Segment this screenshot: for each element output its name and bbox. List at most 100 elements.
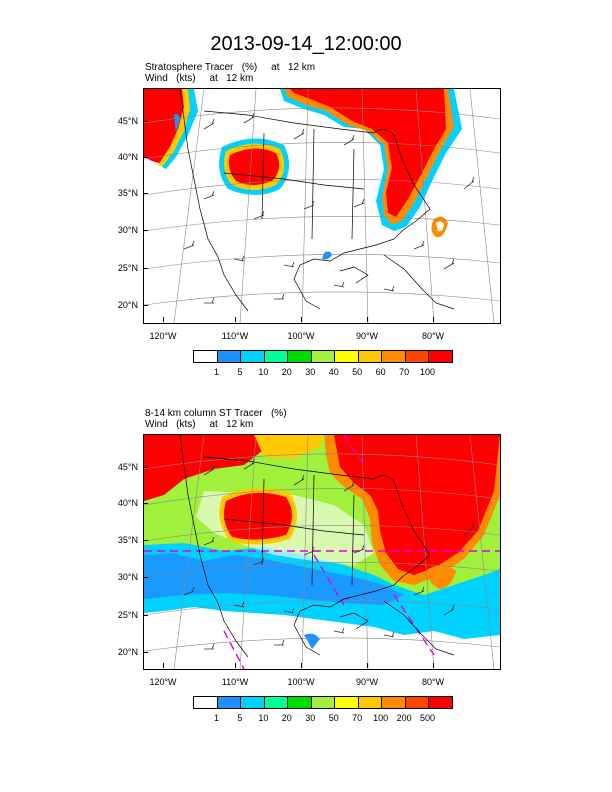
tick [143,652,148,653]
top-colorbar [193,350,453,363]
figure-title: 2013-09-14_12:00:00 [210,33,402,55]
tracer-spot-gulf [304,633,320,649]
coastlines [179,435,455,658]
top-colorbar-label: 70 [399,367,410,377]
bottom-colorbar-box [335,697,359,708]
top-map-svg [144,89,500,323]
bottom-colorbar-box [217,697,242,708]
tick [143,121,148,122]
tracer-field-blue [144,553,404,605]
tick [143,230,148,231]
tick [143,577,148,578]
bottom-lon-label-100: 100°W [287,677,315,687]
bottom-colorbar-label: 50 [328,713,339,723]
bottom-colorbar-box [405,697,430,708]
bottom-colorbar [193,696,453,709]
top-lon-label-110: 110°W [221,331,249,341]
bottom-lat-label-30: 30°N [117,572,138,582]
tick [143,193,148,194]
top-colorbar-box [405,351,430,362]
tracer-blob-core [228,148,280,185]
top-colorbar-label: 1 [213,367,219,377]
tracer-core-ne [290,89,446,217]
top-lat-label-20: 20°N [117,300,138,310]
bottom-colorbar-label: 500 [420,713,436,723]
top-lon-label-120: 120°W [149,331,177,341]
tick [301,317,302,322]
top-colorbar-label: 20 [281,367,292,377]
tick [301,663,302,668]
graticule [144,89,500,323]
top-lon-label-90: 90°W [355,331,379,341]
bottom-colorbar-label: 5 [237,713,243,723]
bottom-colorbar-box [194,697,218,708]
graticule [144,435,500,669]
top-colorbar-box [335,351,359,362]
bottom-colorbar-box [382,697,406,708]
tick [367,317,368,322]
tick [143,540,148,541]
top-panel-title: Stratosphere Tracer (%) at 12 km [145,62,316,73]
top-lat-label-40: 40°N [117,152,138,162]
top-colorbar-label: 50 [352,367,363,377]
top-colorbar-box [241,351,265,362]
dashed-lines [144,435,500,669]
top-colorbar-box [194,351,218,362]
bottom-map [143,434,501,670]
tracer-blob-core [224,492,292,540]
bottom-lat-label-25: 25°N [117,610,138,620]
bottom-colorbar-label: 200 [396,713,412,723]
wind-barbs [183,112,475,304]
tick [235,317,236,322]
top-colorbar-box [264,351,289,362]
bottom-colorbar-label: 100 [373,713,389,723]
bottom-colorbar-label: 1 [213,713,219,723]
wind-barbs [183,458,475,650]
coastlines [179,89,455,312]
bottom-colorbar-label: 30 [305,713,316,723]
bottom-lat-label-45: 45°N [117,462,138,472]
bottom-lon-label-120: 120°W [149,677,177,687]
tick [143,467,148,468]
bottom-colorbar-box [288,697,312,708]
bottom-colorbar-label: 70 [352,713,363,723]
bottom-colorbar-box [241,697,265,708]
tick [143,615,148,616]
top-colorbar-box [288,351,312,362]
top-lat-label-30: 30°N [117,225,138,235]
tracer-region-nw [144,89,186,164]
tick [163,663,164,668]
tick [143,157,148,158]
tick [143,503,148,504]
tracer-outer-nw [162,89,198,169]
bottom-lat-label-20: 20°N [117,647,138,657]
top-colorbar-box [311,351,336,362]
top-map [143,88,501,324]
bottom-colorbar-label: 20 [281,713,292,723]
bottom-panel-title: 8-14 km column ST Tracer (%) [145,408,287,419]
top-lon-label-80: 80°W [421,331,445,341]
tracer-spot-gulf [322,251,332,260]
bottom-lon-label-80: 80°W [421,677,445,687]
bottom-lon-label-110: 110°W [221,677,249,687]
bottom-colorbar-label: 10 [258,713,269,723]
tick [433,317,434,322]
top-colorbar-box [382,351,406,362]
tick [235,663,236,668]
top-lat-label-45: 45°N [117,116,138,126]
top-colorbar-box [358,351,383,362]
bottom-lat-label-35: 35°N [117,535,138,545]
tracer-core-nw [144,435,262,501]
bottom-colorbar-box [358,697,383,708]
tracer-edge-nw [158,89,192,167]
top-lat-label-25: 25°N [117,263,138,273]
tick [143,305,148,306]
top-colorbar-label: 100 [420,367,436,377]
top-colorbar-box [217,351,242,362]
bottom-map-svg [144,435,500,669]
top-panel-subtitle: Wind (kts) at 12 km [145,73,254,84]
tracer-spot-atlantic [427,565,456,589]
bottom-colorbar-box [429,697,453,708]
top-lat-label-35: 35°N [117,188,138,198]
top-colorbar-label: 5 [237,367,243,377]
